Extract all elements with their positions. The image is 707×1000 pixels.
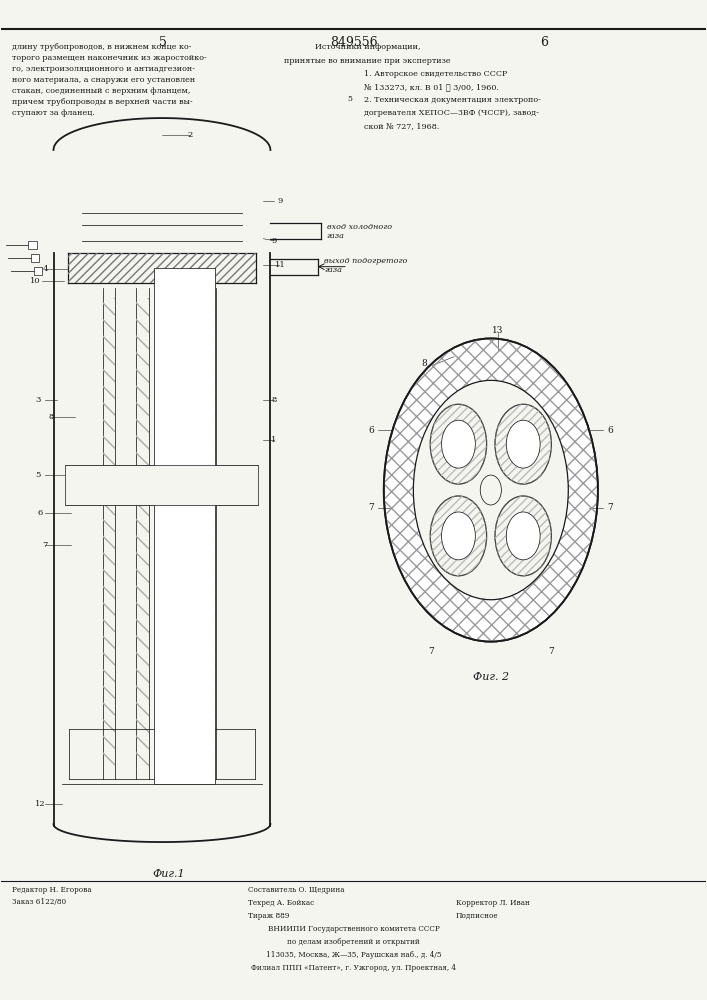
FancyBboxPatch shape: [153, 268, 215, 784]
Text: ВНИИПИ Государственного комитета СССР: ВНИИПИ Государственного комитета СССР: [268, 925, 439, 933]
Text: вход холодного
газа: вход холодного газа: [327, 223, 392, 240]
Text: 7: 7: [428, 647, 434, 656]
Text: 2. Техническая документация электропо-: 2. Техническая документация электропо-: [364, 96, 541, 104]
Circle shape: [495, 404, 551, 484]
Text: догревателя ХЕПОС—ЗВФ (ЧССР), завод-: догревателя ХЕПОС—ЗВФ (ЧССР), завод-: [364, 109, 539, 117]
Bar: [28, 241, 37, 249]
Text: 6: 6: [539, 36, 548, 49]
Text: 5: 5: [347, 95, 353, 103]
Text: 7: 7: [548, 647, 554, 656]
Text: ской № 727, 1968.: ской № 727, 1968.: [364, 122, 439, 130]
Text: 12: 12: [35, 800, 45, 808]
Text: Корректор Л. Иван: Корректор Л. Иван: [455, 899, 530, 907]
Text: 1: 1: [271, 436, 276, 444]
Text: Техред А. Бойкас: Техред А. Бойкас: [248, 899, 314, 907]
Text: 11: 11: [275, 261, 286, 269]
Text: 8: 8: [49, 413, 54, 421]
Text: Подписное: Подписное: [455, 912, 498, 920]
Text: Источники информации,: Источники информации,: [315, 43, 421, 51]
Text: 7: 7: [368, 503, 374, 512]
Text: 7: 7: [607, 503, 614, 512]
Circle shape: [414, 380, 568, 600]
Text: 6: 6: [368, 426, 374, 435]
Text: 9: 9: [271, 237, 276, 245]
Text: 3: 3: [35, 396, 41, 404]
Circle shape: [480, 475, 501, 505]
Bar: [31, 254, 40, 262]
Bar: [168, 298, 181, 769]
Text: 2: 2: [187, 131, 193, 139]
Bar: [204, 298, 216, 769]
Text: длину трубопроводов, в нижнем конце ко-
торого размещен наконечник из жаростойко: длину трубопроводов, в нижнем конце ко- …: [12, 43, 206, 117]
Text: Составитель О. Щедрина: Составитель О. Щедрина: [248, 886, 344, 894]
Bar: [103, 298, 115, 769]
Bar: [136, 298, 148, 769]
Text: по делам изобретений и открытий: по делам изобретений и открытий: [287, 938, 420, 946]
Text: 113035, Москва, Ж—35, Раушская наб., д. 4/5: 113035, Москва, Ж—35, Раушская наб., д. …: [266, 951, 441, 959]
Text: Фиг.1: Фиг.1: [153, 869, 185, 879]
Text: 6: 6: [607, 426, 614, 435]
Text: 5: 5: [35, 471, 41, 479]
Text: принятые во внимание при экспертизе: принятые во внимание при экспертизе: [284, 57, 451, 65]
Circle shape: [431, 496, 486, 576]
Circle shape: [431, 404, 486, 484]
Text: Фиг. 2: Фиг. 2: [473, 672, 509, 682]
Circle shape: [506, 512, 540, 560]
Text: 6: 6: [37, 509, 42, 517]
Circle shape: [442, 512, 475, 560]
Text: Редактор Н. Егорова
Заказ 6122/80: Редактор Н. Егорова Заказ 6122/80: [12, 886, 92, 906]
Text: 1. Авторское свидетельство СССР: 1. Авторское свидетельство СССР: [364, 70, 508, 78]
Text: выход подогретого
газа: выход подогретого газа: [324, 257, 407, 274]
Bar: [68, 253, 257, 283]
Text: 849556: 849556: [329, 36, 378, 49]
Text: 5: 5: [159, 36, 168, 49]
Text: 4: 4: [42, 265, 48, 273]
Circle shape: [495, 496, 551, 576]
Text: Филиал ППП «Патент», г. Ужгород, ул. Проектная, 4: Филиал ППП «Патент», г. Ужгород, ул. Про…: [251, 964, 456, 972]
Text: 8: 8: [421, 359, 427, 368]
Circle shape: [384, 338, 598, 642]
Text: 7: 7: [42, 541, 48, 549]
Text: № 133273, кл. В 01 ℓ 3/00, 1960.: № 133273, кл. В 01 ℓ 3/00, 1960.: [364, 83, 499, 91]
Circle shape: [442, 420, 475, 468]
Bar: [34, 267, 42, 275]
Text: Тираж 889: Тираж 889: [248, 912, 289, 920]
Text: 10: 10: [30, 277, 40, 285]
Text: 13: 13: [492, 326, 503, 335]
Circle shape: [506, 420, 540, 468]
Text: 8: 8: [271, 396, 276, 404]
Text: 9: 9: [278, 197, 283, 205]
Bar: [66, 465, 259, 505]
